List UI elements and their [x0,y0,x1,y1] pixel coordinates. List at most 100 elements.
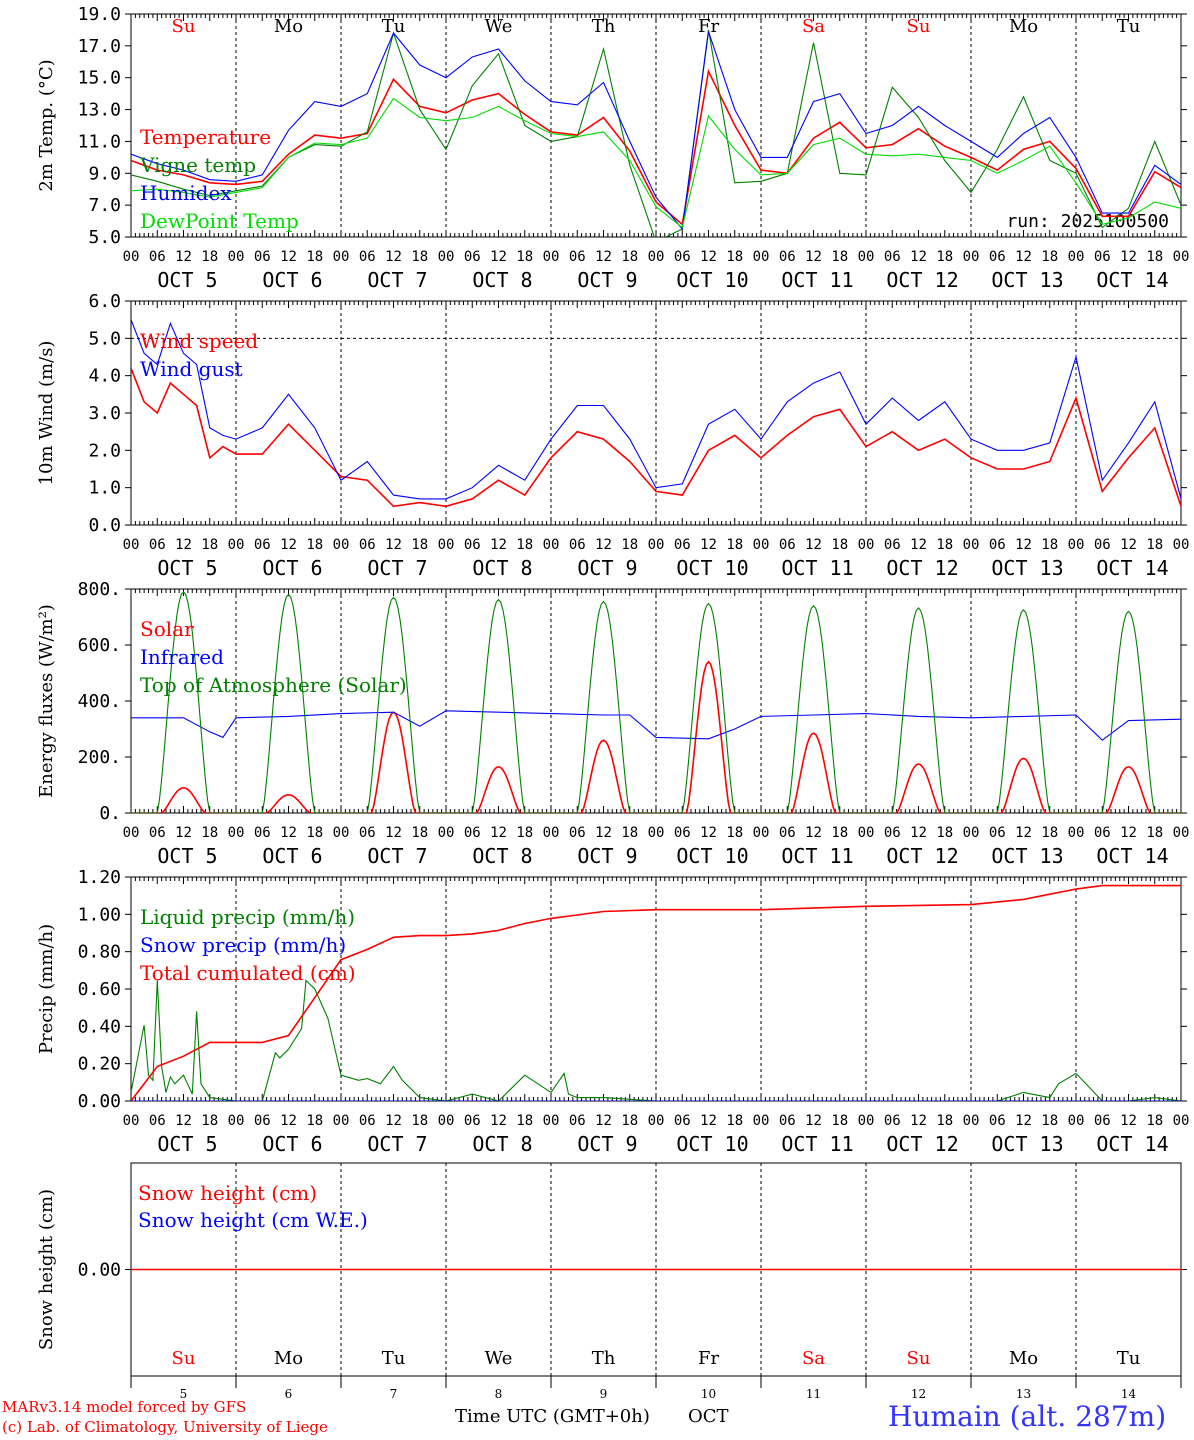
date-label: OCT 11 [781,556,853,580]
y-tick-label: 0.00 [78,1260,121,1281]
series-line-infrared [131,710,1181,741]
hour-label: 06 [359,249,376,265]
hour-label: 00 [123,537,140,553]
hour-label: 00 [858,249,875,265]
hour-label: 18 [201,1113,218,1129]
day-number-label: 11 [806,1387,821,1401]
legend-entry: Humidex [140,181,232,205]
station-name: Humain (alt. 287m) [888,1400,1167,1433]
hour-label: 00 [1173,249,1190,265]
legend-entry: Wind speed [140,329,258,353]
hour-label: 18 [411,249,428,265]
date-label: OCT 12 [886,556,958,580]
hour-label: 12 [385,249,402,265]
date-label: OCT 8 [472,268,532,292]
hour-label: 18 [1041,825,1058,841]
series-line-liquid-precip-mm-h [131,979,1181,1101]
hour-label: 18 [1146,825,1163,841]
date-label: OCT 5 [157,268,217,292]
date-label: OCT 14 [1096,556,1168,580]
hour-label: 06 [569,249,586,265]
hour-label: 18 [621,537,638,553]
hour-label: 00 [858,825,875,841]
run-label: run: 2025100500 [1006,211,1169,232]
hour-label: 12 [1015,1113,1032,1129]
date-label: OCT 7 [367,556,427,580]
hour-label: 12 [595,537,612,553]
date-label: OCT 5 [157,844,217,868]
hour-label: 06 [989,825,1006,841]
hour-label: 12 [280,1113,297,1129]
hour-label: 06 [779,825,796,841]
series-line-humidex [131,31,1181,231]
panel-frame [130,588,1182,814]
weekday-label: Fr [698,16,719,37]
date-label: OCT 13 [991,268,1063,292]
hour-label: 00 [228,249,245,265]
y-axis-title: Snow height (cm) [36,1189,57,1350]
hour-label: 06 [884,1113,901,1129]
hour-label: 06 [674,537,691,553]
hour-label: 12 [700,1113,717,1129]
date-label: OCT 6 [262,844,322,868]
hour-label: 00 [858,537,875,553]
y-tick-label: 0. [99,803,121,824]
hour-label: 00 [753,537,770,553]
day-number-label: 9 [600,1387,608,1401]
weekday-label: We [485,16,513,37]
y-tick-label: 0.60 [78,979,121,1000]
hour-label: 06 [1094,249,1111,265]
hour-label: 06 [359,825,376,841]
hour-label: 18 [306,249,323,265]
legend-entry: Wind gust [140,357,243,381]
date-label: OCT 7 [367,1132,427,1156]
weekday-label: Tu [382,1348,406,1369]
date-label: OCT 13 [991,556,1063,580]
hour-label: 00 [1068,825,1085,841]
hour-label: 12 [910,825,927,841]
hour-label: 00 [648,825,665,841]
hour-label: 18 [831,825,848,841]
date-label: OCT 7 [367,844,427,868]
y-tick-label: 9.0 [88,163,121,184]
weekday-label: Th [592,16,616,37]
y-tick-label: 3.0 [88,403,121,424]
date-label: OCT 11 [781,844,853,868]
hour-label: 00 [543,825,560,841]
date-label: OCT 7 [367,268,427,292]
hour-label: 06 [464,1113,481,1129]
hour-label: 00 [438,1113,455,1129]
date-label: OCT 9 [577,268,637,292]
series-line-wind-gust [131,319,1181,500]
hour-label: 06 [569,825,586,841]
legend-entry: Infrared [140,645,224,669]
series-line-solar [131,660,1181,813]
hour-label: 06 [569,1113,586,1129]
date-label: OCT 6 [262,268,322,292]
date-label: OCT 8 [472,844,532,868]
hour-label: 18 [306,825,323,841]
hour-label: 18 [201,249,218,265]
hour-label: 12 [805,1113,822,1129]
date-label: OCT 10 [676,1132,748,1156]
hour-label: 06 [254,537,271,553]
hour-label: 00 [228,825,245,841]
weekday-label: Su [907,1348,931,1369]
hour-label: 00 [123,1113,140,1129]
hour-label: 06 [674,1113,691,1129]
hour-label: 18 [201,825,218,841]
hour-label: 06 [779,537,796,553]
hour-label: 12 [490,825,507,841]
hour-label: 18 [306,1113,323,1129]
hour-label: 00 [963,249,980,265]
hour-label: 06 [254,825,271,841]
hour-label: 06 [149,249,166,265]
date-label: OCT 6 [262,556,322,580]
hour-label: 06 [149,537,166,553]
hour-label: 00 [1068,249,1085,265]
legend-entry: Snow height (cm W.E.) [138,1208,368,1232]
hour-label: 00 [123,249,140,265]
hour-label: 00 [123,825,140,841]
hour-label: 06 [989,537,1006,553]
